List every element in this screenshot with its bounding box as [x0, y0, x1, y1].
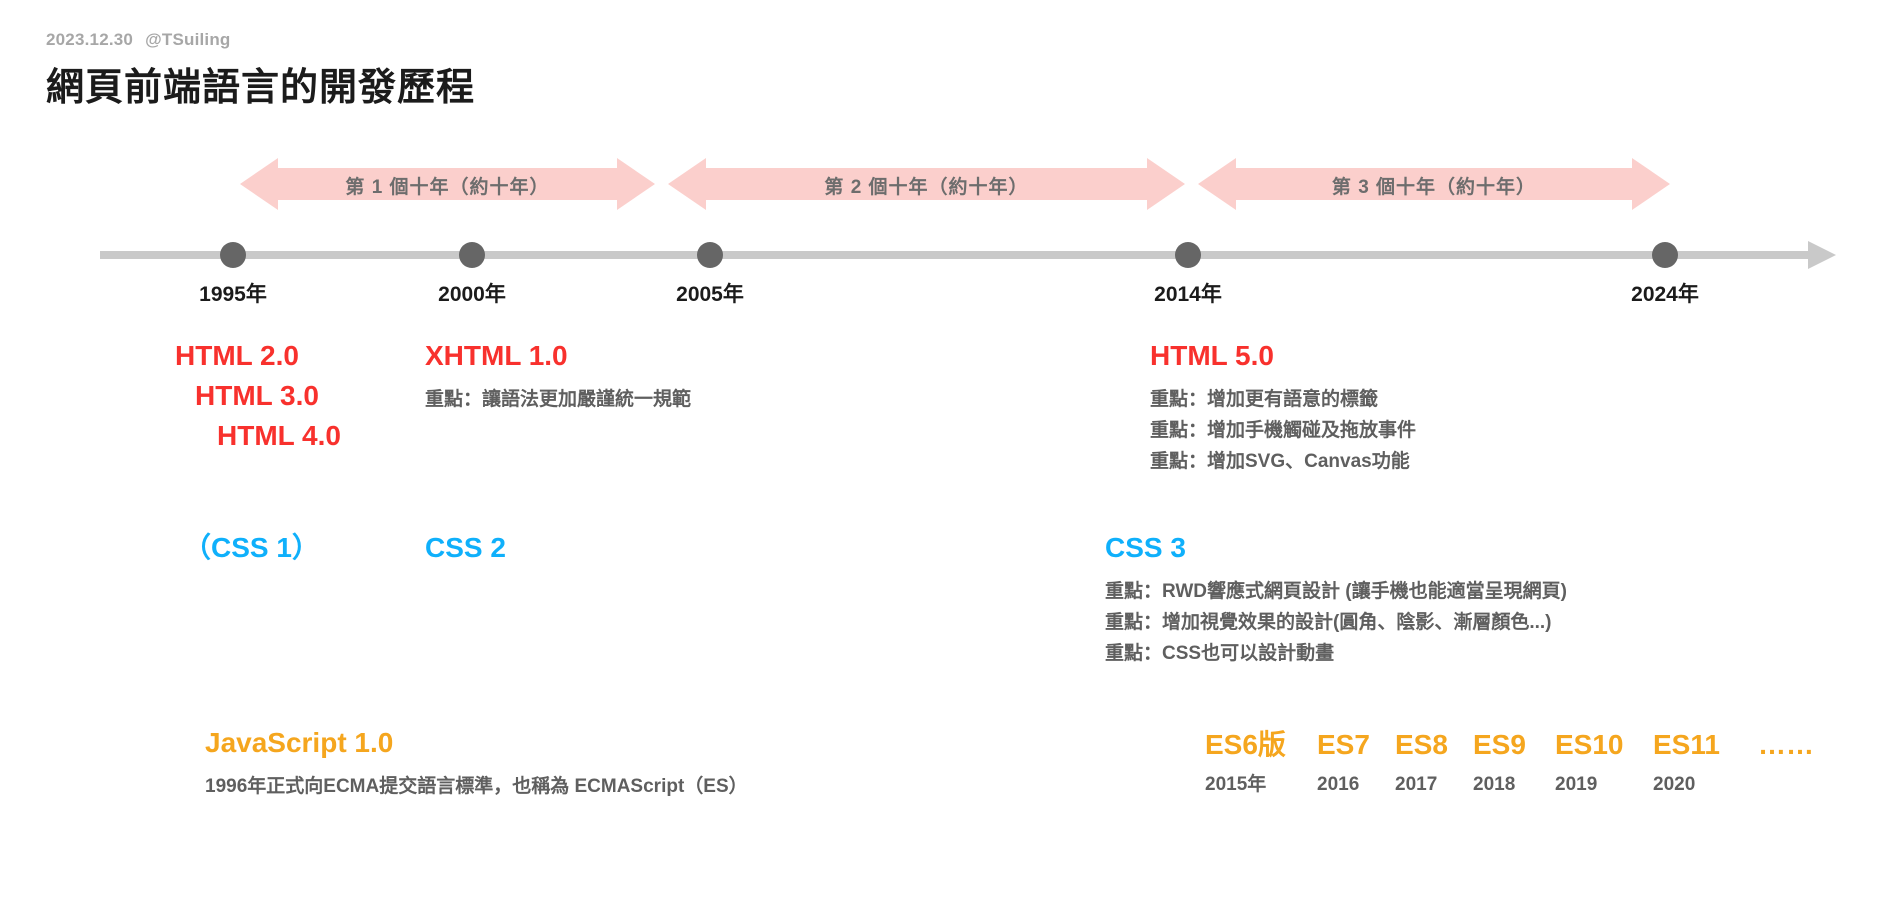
decade-banner-band: 第 1 個十年（約十年） 第 2 個十年（約十年） 第 3 個十年（約十年）: [0, 158, 1900, 210]
axis-dot-2000: [459, 242, 485, 268]
xhtml-note: 重點：讓語法更加嚴謹統一規範: [425, 388, 692, 410]
axis-dot-2005: [697, 242, 723, 268]
page-title: 網頁前端語言的開發歷程: [46, 67, 476, 109]
timeline-axis-arrowhead: [1808, 241, 1836, 269]
html-version-label: HTML 3.0: [195, 379, 319, 411]
es-version-label: ES8: [1395, 729, 1448, 760]
decade-label-1: 第 1 個十年（約十年）: [345, 176, 550, 198]
decade-arrow-1: [240, 158, 655, 210]
header: 2023.12.30 @TSuiling 網頁前端語言的開發歷程: [46, 30, 475, 111]
css3-note: 重點：CSS也可以設計動畫: [1105, 643, 1335, 665]
timeline-axis-line: [100, 251, 1812, 259]
es-version-row: ES6版 ES7 ES8 ES9 ES10 ES11 ……: [1205, 723, 1814, 763]
es-year-label: 2019: [1555, 774, 1598, 795]
decade-banner-1: 第 1 個十年（約十年）: [240, 158, 655, 210]
css3-block: CSS 3 重點：RWD響應式網頁設計 (讓手機也能適當呈現網頁) 重點：增加視…: [1105, 528, 1567, 669]
decade-arrow-3: [1198, 158, 1670, 210]
es-version-label: ES7: [1317, 729, 1370, 760]
es-version-ellipsis: ……: [1758, 729, 1814, 760]
javascript-note: 1996年正式向ECMA提交語言標準，也稱為 ECMAScript（ES）: [205, 775, 748, 797]
es-version-label: ES9: [1473, 729, 1526, 760]
es-year-label: 2020: [1653, 774, 1696, 795]
html5-note: 重點：增加更有語意的標籤: [1150, 388, 1379, 410]
decade-banner-2: 第 2 個十年（約十年）: [668, 158, 1185, 210]
axis-year-label: 2000年: [438, 283, 506, 306]
html-versions-block: HTML 2.0 HTML 3.0 HTML 4.0: [175, 336, 341, 455]
html-version-label: HTML 4.0: [217, 419, 341, 451]
meta-line: 2023.12.30 @TSuiling: [46, 30, 475, 50]
es-year-label: 2015年: [1205, 774, 1267, 795]
css2-block: CSS 2: [425, 528, 506, 568]
axis-dot-2014: [1175, 242, 1201, 268]
es-version-label: ES10: [1555, 729, 1624, 760]
css2-title: CSS 2: [425, 532, 506, 563]
es-version-label: ES11: [1653, 729, 1720, 760]
author-handle: @TSuiling: [145, 30, 231, 49]
html5-title: HTML 5.0: [1150, 340, 1274, 371]
decade-label-2: 第 2 個十年（約十年）: [824, 176, 1029, 198]
es-year-row: 2015年 2016 2017 2018 2019 2020: [1205, 769, 1814, 796]
html5-block: HTML 5.0 重點：增加更有語意的標籤 重點：增加手機觸碰及拖放事件 重點：…: [1150, 336, 1416, 477]
decade-banner-3: 第 3 個十年（約十年）: [1198, 158, 1670, 210]
css3-note: 重點：RWD響應式網頁設計 (讓手機也能適當呈現網頁): [1105, 580, 1567, 602]
es-year-label: 2017: [1395, 774, 1438, 795]
xhtml-title: XHTML 1.0: [425, 340, 568, 371]
es-version-label: ES6版: [1205, 729, 1286, 760]
axis-year-label: 1995年: [199, 283, 267, 306]
decade-arrows-graphic: [240, 158, 1670, 210]
javascript-block: JavaScript 1.0 1996年正式向ECMA提交語言標準，也稱為 EC…: [205, 723, 748, 802]
html-version-label: HTML 2.0: [175, 340, 299, 371]
date-label: 2023.12.30: [46, 30, 134, 49]
decade-arrow-2: [668, 158, 1185, 210]
axis-dot-2024: [1652, 242, 1678, 268]
html5-note: 重點：增加SVG、Canvas功能: [1150, 451, 1410, 473]
css3-title: CSS 3: [1105, 532, 1186, 563]
html5-note: 重點：增加手機觸碰及拖放事件: [1150, 419, 1417, 441]
css3-note: 重點：增加視覺效果的設計(圓角、陰影、漸層顏色...): [1105, 611, 1552, 633]
css1-title: （CSS 1）: [183, 532, 320, 563]
css1-block: （CSS 1）: [183, 528, 320, 568]
es-year-label: 2016: [1317, 774, 1360, 795]
xhtml-block: XHTML 1.0 重點：讓語法更加嚴謹統一規範: [425, 336, 691, 415]
es-versions-block: ES6版 ES7 ES8 ES9 ES10 ES11 …… 2015年 2016…: [1205, 723, 1814, 796]
es-year-label: 2018: [1473, 774, 1516, 795]
axis-dot-1995: [220, 242, 246, 268]
javascript-title: JavaScript 1.0: [205, 727, 394, 758]
axis-year-label: 2024年: [1631, 283, 1699, 306]
axis-year-label: 2014年: [1154, 283, 1222, 306]
decade-label-3: 第 3 個十年（約十年）: [1331, 176, 1537, 198]
axis-year-label: 2005年: [676, 283, 744, 306]
